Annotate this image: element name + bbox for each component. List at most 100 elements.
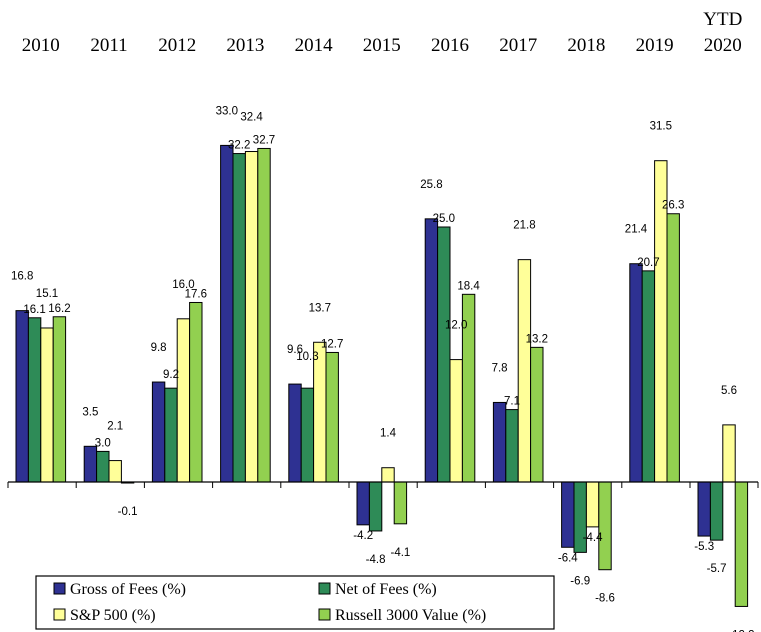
- data-label: 10.3: [296, 351, 318, 363]
- data-label: 26.3: [662, 200, 684, 212]
- data-label: -5.7: [707, 563, 727, 575]
- bar-1-2011: [83, 445, 98, 483]
- bar-2-2012: [164, 387, 178, 483]
- bar-2-YTD-2020: [709, 481, 724, 541]
- bar-4-2014: [325, 351, 339, 483]
- bar-2-2015: [368, 481, 383, 532]
- data-label: 1.4: [380, 428, 397, 440]
- data-label: 16.2: [48, 303, 70, 315]
- legend-swatch: [53, 608, 66, 621]
- data-label: 7.8: [492, 362, 508, 374]
- year-label: 2015: [363, 35, 401, 56]
- year-label: 2017: [499, 35, 537, 56]
- bar-2-2013: [232, 153, 246, 483]
- year-label: 2013: [226, 35, 264, 56]
- bar-4-2015: [393, 481, 408, 525]
- data-label: 9.6: [287, 344, 303, 356]
- data-label: 13.7: [309, 302, 331, 314]
- year-label: YTD 2020: [703, 9, 742, 56]
- data-label: 25.8: [420, 179, 442, 191]
- legend-swatch: [318, 608, 331, 621]
- data-label: 13.2: [526, 333, 548, 345]
- data-label: 17.6: [185, 288, 207, 300]
- data-label: 3.0: [95, 437, 111, 449]
- year-label: 2016: [431, 35, 469, 56]
- bar-1-2016: [424, 218, 439, 483]
- data-label: 31.5: [650, 121, 672, 133]
- bar-4-2019: [666, 213, 680, 483]
- bar-3-YTD-2020: [722, 424, 736, 483]
- data-label: 3.5: [82, 406, 98, 418]
- data-label: 16.0: [172, 279, 194, 291]
- bar-3-2012: [176, 318, 191, 483]
- data-labels: 16.8 3.5 9.8 33.0 9.6 -4.2 25.8 7.8 -6.4 21.4 -5.3…: [11, 105, 755, 632]
- data-label: 9.8: [151, 342, 167, 354]
- data-label: -0.1: [118, 506, 138, 518]
- data-label: 12.0: [445, 320, 467, 332]
- bar-4-YTD-2020: [734, 481, 749, 607]
- data-label: 5.6: [721, 385, 737, 397]
- data-label: 18.4: [457, 280, 480, 292]
- data-label: 32.7: [253, 134, 275, 146]
- data-label: -5.3: [694, 541, 714, 553]
- bar-4-2018: [598, 481, 612, 571]
- data-label: -4.2: [353, 530, 373, 542]
- bar-1-2015: [356, 481, 370, 526]
- bar-2-2019: [641, 270, 656, 483]
- bar-3-2010: [40, 327, 54, 483]
- bar-3-2013: [244, 151, 259, 483]
- bar-3-2016: [449, 359, 463, 483]
- year-label: 2018: [567, 35, 605, 56]
- data-label: 25.0: [433, 213, 455, 225]
- bar-1-YTD-2020: [697, 481, 711, 537]
- data-label: -6.4: [558, 552, 578, 564]
- legend-swatch: [318, 582, 331, 595]
- bar-3-2018: [585, 481, 600, 528]
- data-label: 32.2: [228, 140, 250, 152]
- legend: Gross of Fees (%) Net of Fees (%) S&P 500 …: [35, 575, 555, 630]
- bar-4-2017: [530, 346, 544, 483]
- year-headers: 2010 2011 2012 2013 2014 2015 2016 2017 2018 2019…: [22, 9, 743, 56]
- bar-2-2016: [437, 226, 451, 483]
- data-label: 16.1: [23, 304, 45, 316]
- data-label: 33.0: [216, 105, 238, 117]
- bar-4-2013: [257, 147, 271, 483]
- year-label: 2019: [636, 35, 674, 56]
- data-label: 21.8: [513, 220, 535, 232]
- bar-1-2010: [15, 310, 29, 483]
- legend-box: [35, 575, 555, 630]
- bar-1-2017: [492, 401, 507, 483]
- data-label: 2.1: [107, 421, 123, 433]
- bar-3-2011: [108, 460, 122, 483]
- bar-3-2017: [517, 259, 532, 483]
- bar-2-2011: [96, 450, 110, 483]
- bar-4-2012: [189, 301, 203, 483]
- legend-entry: Russell 3000 Value (%): [335, 607, 486, 624]
- bar-1-2012: [151, 381, 166, 483]
- bar-3-2015: [381, 467, 395, 483]
- bar-2-2017: [505, 409, 519, 483]
- data-label: -8.6: [595, 593, 615, 605]
- bar-2-2014: [300, 387, 315, 483]
- bar-4-2010: [52, 316, 67, 483]
- data-label: -6.9: [570, 575, 590, 587]
- data-label: 9.2: [163, 369, 179, 381]
- legend-swatch: [53, 582, 66, 595]
- legend-entry: Gross of Fees (%): [70, 581, 186, 598]
- bar-3-2014: [313, 341, 327, 483]
- legend-entry: Net of Fees (%): [335, 581, 437, 598]
- data-label: 21.4: [625, 224, 648, 236]
- data-label: 12.7: [321, 338, 343, 350]
- bar-1-2014: [288, 383, 302, 483]
- data-label: 15.1: [36, 288, 58, 300]
- data-label: 32.4: [240, 112, 263, 124]
- data-label: -4.4: [583, 532, 603, 544]
- year-label: 2014: [295, 35, 334, 56]
- year-label: 2011: [90, 35, 127, 56]
- bar-2-2010: [27, 317, 42, 483]
- data-label: 20.7: [637, 257, 659, 269]
- data-label: 16.8: [11, 271, 33, 283]
- year-label: 2012: [158, 35, 196, 56]
- bars-group: [15, 144, 749, 607]
